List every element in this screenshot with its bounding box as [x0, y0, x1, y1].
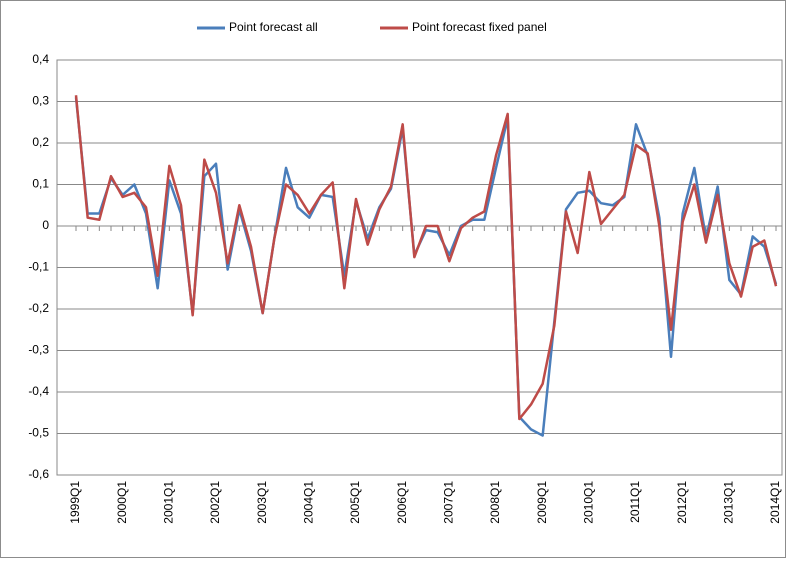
x-tick-label: 2002Q1 — [208, 481, 222, 524]
series-line — [74, 95, 778, 421]
y-tick-label: -0,4 — [28, 384, 49, 398]
legend-label: Point forecast fixed panel — [412, 20, 547, 34]
y-tick-label: -0,1 — [28, 260, 49, 274]
x-tick-label: 2011Q1 — [628, 481, 642, 523]
y-tick-label: -0,3 — [28, 343, 49, 357]
x-tick-label: 2006Q1 — [395, 481, 409, 524]
y-tick-label: 0,1 — [32, 177, 49, 191]
x-tick-label: 2012Q1 — [675, 481, 689, 524]
y-tick-label: 0 — [42, 218, 49, 232]
x-tick-label: 2007Q1 — [442, 481, 456, 524]
y-tick-label: -0,2 — [28, 301, 49, 315]
y-tick-label: -0,5 — [28, 426, 49, 440]
legend-label: Point forecast all — [229, 20, 318, 34]
x-tick-label: 2003Q1 — [255, 481, 269, 524]
x-tick-label: 2009Q1 — [535, 481, 549, 524]
y-tick-label: 0,2 — [32, 135, 49, 149]
y-tick-label: -0,6 — [28, 467, 49, 481]
x-tick-label: 2001Q1 — [162, 481, 176, 524]
x-tick-label: 2004Q1 — [302, 481, 316, 524]
y-tick-label: 0,3 — [32, 94, 49, 108]
x-tick-label: 2014Q1 — [768, 481, 782, 524]
x-tick-label: 2005Q1 — [348, 481, 362, 524]
x-tick-label: 1999Q1 — [68, 481, 82, 524]
x-tick-label: 2010Q1 — [582, 481, 596, 524]
y-tick-label: 0,4 — [32, 52, 49, 66]
x-tick-label: 2000Q1 — [115, 481, 129, 524]
x-tick-label: 2008Q1 — [488, 481, 502, 524]
x-tick-label: 2013Q1 — [722, 481, 736, 524]
